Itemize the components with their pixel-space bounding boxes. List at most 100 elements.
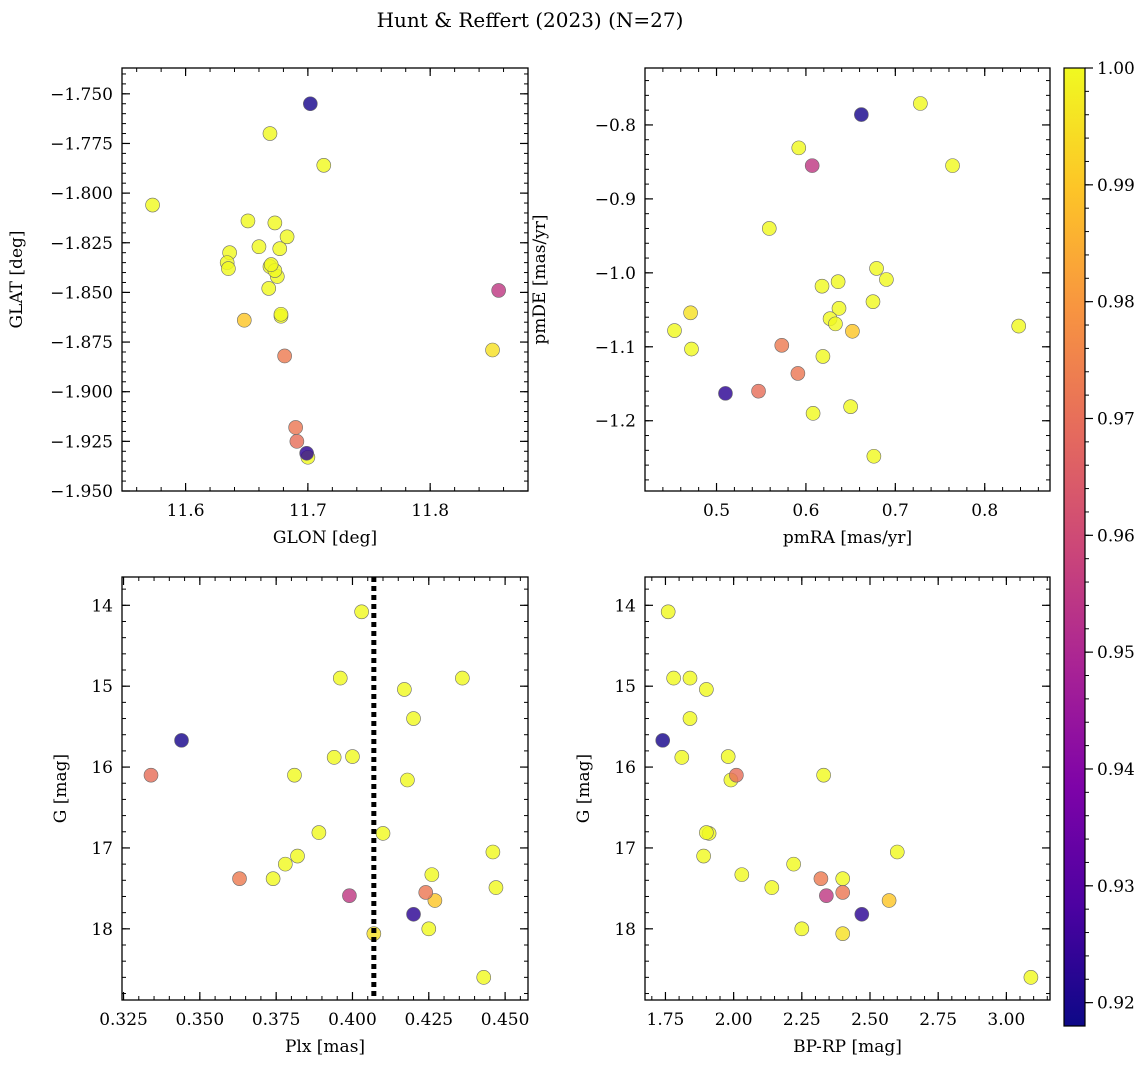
y-tick-label: −1.1 [595,338,636,358]
star-point [397,682,412,697]
plot-frame [121,67,529,492]
star-point [273,306,289,322]
y-tick-label: 17 [91,839,113,859]
y-tick-label: 15 [614,677,636,697]
star-point [845,323,860,339]
y-tick-label: 17 [614,839,636,859]
star-point [406,711,421,726]
star-point [261,281,277,296]
star-point [240,213,256,229]
star-point [774,338,790,353]
y-tick-label: 14 [614,596,636,616]
x-axis-label: GLON [deg] [273,528,377,548]
star-point [143,767,159,783]
y-tick-label: −0.9 [595,190,636,210]
colorbar-gradient [1063,67,1086,1027]
star-point [854,107,869,122]
star-point [813,871,829,886]
y-tick-label: −1.925 [50,432,113,452]
x-tick-label: 0.325 [99,1010,148,1030]
star-point [303,96,318,112]
star-point [684,341,699,357]
y-tick-label: −1.950 [50,482,113,502]
x-axis-label: BP-RP [mag] [793,1037,902,1057]
y-tick-label: −1.850 [50,283,113,303]
star-point [342,888,357,903]
star-point [843,399,858,414]
star-point [1011,318,1027,334]
star-point [660,604,676,620]
y-tick-label: 14 [91,596,113,616]
star-point [277,348,292,364]
star-point [316,158,332,173]
y-axis-label: G [mag] [574,754,594,823]
star-point [865,294,881,309]
star-point [805,406,821,421]
star-point [424,867,440,882]
star-point [674,750,690,765]
star-point [729,767,744,783]
x-tick-label: 11.6 [167,501,205,521]
x-tick-label: 0.5 [703,501,730,521]
y-tick-label: −1.800 [50,184,113,204]
star-point [718,386,733,401]
star-point [683,305,698,321]
star-point [278,856,293,872]
data-points [655,604,1039,985]
panel-bprp-g: 1.75 2.00 2.25 2.50 2.75 3.00 14 15 16 17 18 BP-RP … [574,576,1051,1057]
x-tick-label: 2.25 [783,1010,821,1030]
star-point [265,871,281,886]
star-point [945,158,960,173]
colorbar-tick-label: 0.98 [1097,293,1135,313]
star-point [1023,970,1039,985]
star-point [145,197,160,213]
data-points [667,96,1027,464]
star-point [655,733,671,748]
y-axis-label: GLAT [deg] [7,230,27,328]
star-point [400,772,415,788]
panel-glon-glat: 11.6 11.7 11.8 −1.750 −1.775 −1.800 −1.825 −1.8… [7,67,529,548]
x-tick-label: 0.7 [882,501,909,521]
star-point [761,221,777,236]
star-point [326,750,342,765]
star-point [869,261,884,276]
star-point [311,825,327,840]
star-point [830,274,846,290]
colorbar-tick-label: 1.00 [1097,59,1135,79]
x-tick-label: 2.50 [851,1010,889,1030]
x-tick-label: 11.8 [411,501,449,521]
y-tick-label: 15 [91,677,113,697]
y-tick-label: −1.775 [50,134,113,154]
star-point [831,301,847,316]
star-point [232,871,247,886]
y-tick-label: −1.875 [50,333,113,353]
x-tick-label: 1.75 [647,1010,685,1030]
star-point [913,96,928,111]
star-point [375,826,391,841]
star-point [267,215,283,231]
star-point [794,921,810,937]
star-point [790,366,806,381]
x-tick-label: 11.7 [289,501,327,521]
colorbar-tick-label: 0.94 [1097,760,1135,780]
star-point [814,278,830,294]
star-point [699,682,714,697]
star-point [815,349,831,364]
x-tick-label: 0.375 [252,1010,301,1030]
star-point [421,921,437,937]
data-points [143,604,504,985]
star-point [418,885,434,900]
star-point [262,126,278,141]
star-point [828,316,843,332]
star-point [345,749,360,764]
colorbar-tick-label: 0.97 [1097,409,1135,429]
y-tick-label: 16 [91,758,113,778]
star-point [272,241,288,257]
star-point [819,888,834,903]
star-point [290,848,305,864]
star-point [791,140,807,156]
star-point [881,893,897,908]
x-tick-label: 0.425 [404,1010,453,1030]
colorbar-tick-label: 0.93 [1097,877,1135,897]
star-point [287,767,302,783]
